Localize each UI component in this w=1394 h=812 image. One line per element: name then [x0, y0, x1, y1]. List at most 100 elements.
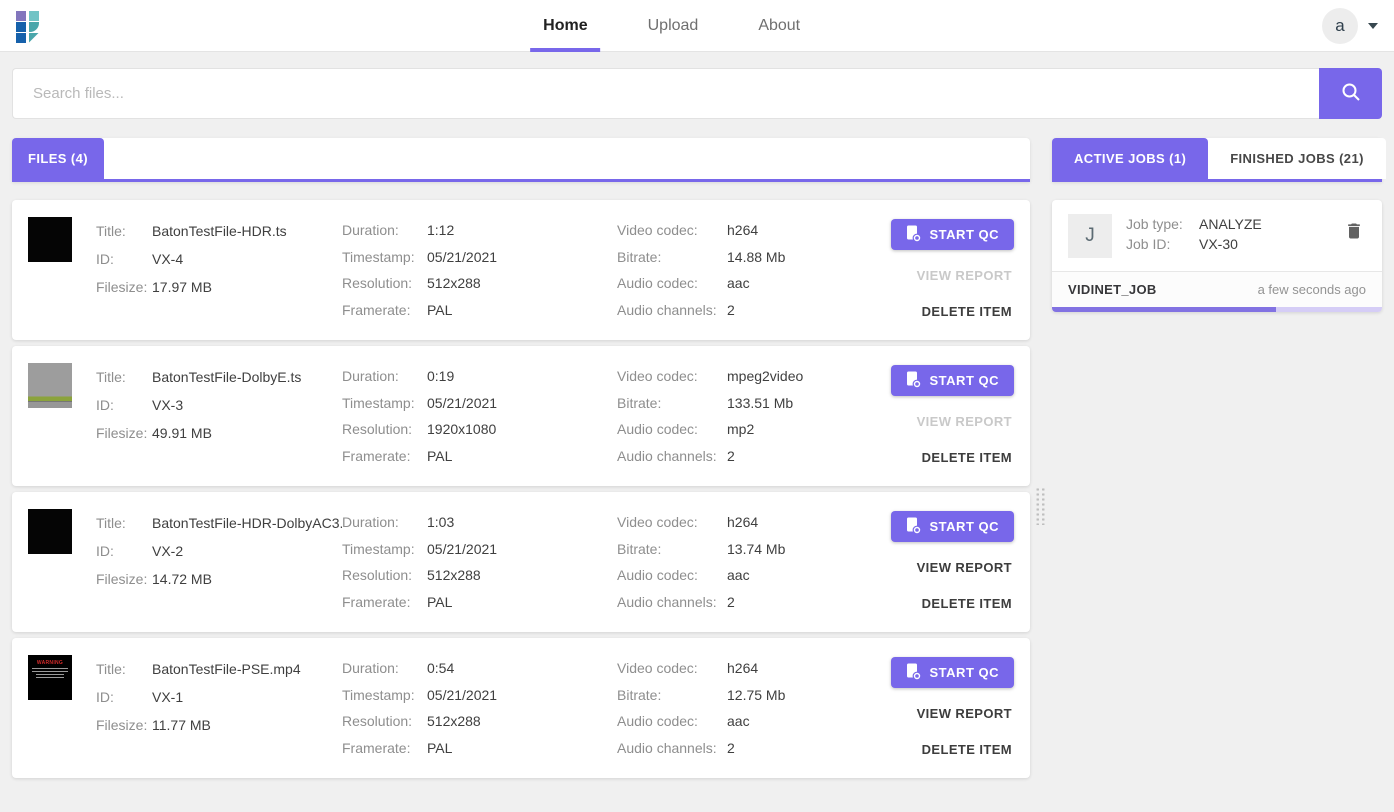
job-type-label: Job type: [1126, 216, 1183, 232]
delete-item-link[interactable]: DELETE ITEM [920, 447, 1014, 468]
delete-job-button[interactable] [1342, 218, 1366, 247]
file-size: 17.97 MB [152, 279, 212, 295]
chevron-down-icon[interactable] [1368, 22, 1378, 29]
audio-channels-label: Audio channels: [617, 301, 717, 318]
file-audio-codec: aac [727, 275, 750, 292]
delete-item-link[interactable]: DELETE ITEM [920, 739, 1014, 760]
id-label: ID: [96, 543, 114, 559]
file-size: 14.72 MB [152, 571, 212, 587]
file-framerate: PAL [427, 593, 453, 610]
view-report-link[interactable]: VIEW REPORT [915, 703, 1014, 724]
file-codec-column: Video codec: h264 Bitrate: 13.74 Mb Audio … [617, 509, 889, 615]
file-duration: 1:03 [427, 514, 455, 531]
timestamp-label: Timestamp: [342, 686, 415, 703]
tab-finished-jobs[interactable]: FINISHED JOBS (21) [1208, 138, 1386, 179]
title-label: Title: [96, 223, 126, 239]
file-resolution: 1920x1080 [427, 421, 497, 438]
file-audio-codec: aac [727, 713, 750, 730]
file-timestamp: 05/21/2021 [427, 394, 498, 411]
top-header: Home Upload About a [0, 0, 1394, 52]
file-resolution: 512x288 [427, 567, 481, 584]
warning-thumbnail-content: WARNING [28, 655, 72, 678]
file-video-codec: h264 [727, 514, 759, 531]
file-media-column: Duration: 0:54 Timestamp: 05/21/2021 Resol… [342, 655, 617, 761]
file-bitrate: 14.88 Mb [727, 248, 786, 265]
app-logo-icon[interactable] [16, 10, 46, 43]
view-report-link[interactable]: VIEW REPORT [915, 411, 1014, 432]
audio-codec-label: Audio codec: [617, 567, 698, 584]
file-video-codec: h264 [727, 222, 759, 239]
file-actions-column: START QC VIEW REPORT DELETE ITEM [890, 655, 1014, 761]
bitrate-label: Bitrate: [617, 540, 662, 557]
header-right: a [1322, 7, 1378, 44]
file-video-codec: mpeg2video [727, 368, 804, 385]
file-media-column: Duration: 0:19 Timestamp: 05/21/2021 Resol… [342, 363, 617, 469]
bitrate-label: Bitrate: [617, 686, 662, 703]
nav-item-upload[interactable]: Upload [647, 17, 699, 34]
search-button[interactable] [1319, 68, 1382, 119]
job-time-ago: a few seconds ago [1257, 282, 1366, 297]
user-avatar[interactable]: a [1322, 7, 1358, 44]
file-codec-column: Video codec: h264 Bitrate: 14.88 Mb Audio … [617, 217, 889, 323]
title-label: Title: [96, 661, 126, 677]
file-audio-codec: aac [727, 567, 750, 584]
delete-item-link[interactable]: DELETE ITEM [920, 301, 1014, 322]
nav-item-home[interactable]: Home [530, 0, 602, 52]
resolution-label: Resolution: [342, 567, 413, 584]
file-thumbnail[interactable]: WARNING [28, 363, 72, 408]
file-media-column: Duration: 1:03 Timestamp: 05/21/2021 Resol… [342, 509, 617, 615]
timestamp-label: Timestamp: [342, 394, 415, 411]
file-size: 11.77 MB [152, 717, 211, 733]
audio-channels-label: Audio channels: [617, 447, 717, 464]
video-codec-label: Video codec: [617, 368, 698, 385]
qc-file-icon [906, 663, 921, 683]
file-thumbnail[interactable]: WARNING [28, 655, 72, 700]
tab-active-jobs[interactable]: ACTIVE JOBS (1) [1052, 138, 1209, 179]
start-qc-button[interactable]: START QC [890, 511, 1014, 542]
content-area: FILES (4) WARNING Title: BatonTestFile-HD… [12, 138, 1386, 784]
file-thumbnail[interactable]: WARNING [28, 217, 72, 262]
nav-item-about[interactable]: About [758, 17, 801, 34]
files-panel: FILES (4) WARNING Title: BatonTestFile-HD… [12, 138, 1030, 784]
file-media-column: Duration: 1:12 Timestamp: 05/21/2021 Resol… [342, 217, 617, 323]
job-card-top: J Job type: ANALYZE Job ID: VX-30 [1052, 200, 1382, 271]
job-avatar: J [1068, 214, 1112, 258]
id-label: ID: [96, 251, 114, 267]
jobs-panel: ACTIVE JOBS (1) FINISHED JOBS (21) J Job… [1052, 138, 1386, 312]
start-qc-label: START QC [929, 519, 999, 534]
audio-channels-label: Audio channels: [617, 593, 717, 610]
audio-codec-label: Audio codec: [617, 421, 698, 438]
jobs-tabs: ACTIVE JOBS (1) FINISHED JOBS (21) [1052, 138, 1386, 182]
start-qc-label: START QC [929, 227, 999, 242]
start-qc-button[interactable]: START QC [890, 657, 1014, 688]
view-report-link[interactable]: VIEW REPORT [915, 557, 1014, 578]
framerate-label: Framerate: [342, 739, 411, 756]
tab-files[interactable]: FILES (4) [12, 138, 104, 179]
job-card-divider [1052, 271, 1382, 272]
file-framerate: PAL [427, 739, 453, 756]
file-actions-column: START QC VIEW REPORT DELETE ITEM [890, 217, 1014, 323]
file-title: BatonTestFile-HDR-DolbyAC3... [152, 515, 342, 531]
start-qc-button[interactable]: START QC [890, 219, 1014, 250]
job-id-value: VX-30 [1199, 236, 1238, 252]
video-codec-label: Video codec: [617, 222, 698, 239]
file-identity-column: Title: BatonTestFile-HDR.ts ID: VX-4 Files… [96, 217, 342, 323]
timestamp-label: Timestamp: [342, 540, 415, 557]
file-duration: 0:19 [427, 368, 455, 385]
file-id: VX-1 [152, 689, 184, 705]
file-card: WARNING Title: BatonTestFile-PSE.mp4 ID: V… [12, 638, 1030, 778]
job-progress-fill [1052, 307, 1277, 312]
file-title: BatonTestFile-HDR.ts [152, 223, 287, 239]
filesize-label: Filesize: [96, 279, 148, 295]
file-duration: 0:54 [427, 660, 455, 677]
filesize-label: Filesize: [96, 717, 148, 733]
duration-label: Duration: [342, 368, 399, 385]
search-input[interactable] [12, 68, 1319, 119]
start-qc-button[interactable]: START QC [890, 365, 1014, 396]
panel-resize-handle[interactable] [1035, 487, 1047, 525]
view-report-link[interactable]: VIEW REPORT [915, 265, 1014, 286]
delete-item-link[interactable]: DELETE ITEM [920, 593, 1014, 614]
file-thumbnail[interactable]: WARNING [28, 509, 72, 554]
file-framerate: PAL [427, 447, 453, 464]
file-resolution: 512x288 [427, 275, 481, 292]
